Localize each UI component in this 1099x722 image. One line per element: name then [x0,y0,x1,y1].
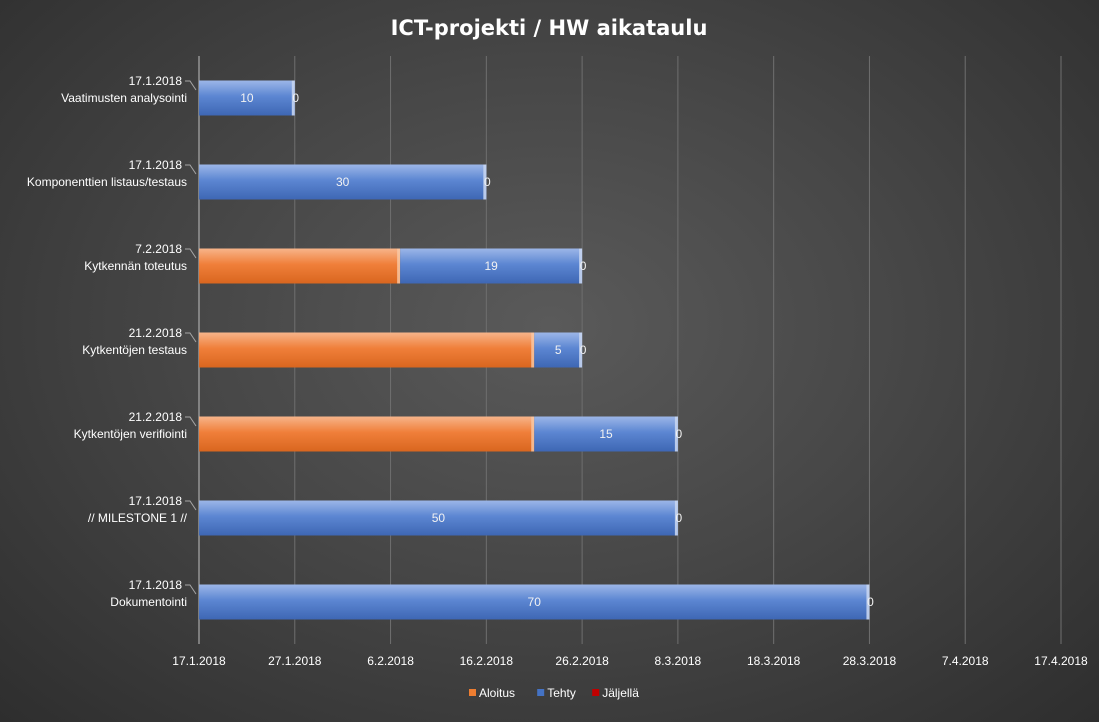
data-label-jaljella: 0 [580,343,587,357]
category-date-label: 21.2.2018 [129,326,183,340]
bar-aloitus-edge [397,248,401,284]
category-date-label: 17.1.2018 [129,158,183,172]
category-date-label: 17.1.2018 [129,74,183,88]
legend-label: Jäljellä [602,686,639,700]
data-label-tehty: 30 [336,175,350,189]
x-tick-label: 17.1.2018 [172,654,226,668]
category-name-label: // MILESTONE 1 // [88,511,188,525]
x-tick-label: 18.3.2018 [747,654,801,668]
bar-tehty [534,332,583,368]
label-leader-line [185,500,197,511]
category-date-label: 17.1.2018 [129,494,183,508]
bar-aloitus-edge [531,332,535,368]
bar-tehty-edge [866,584,870,620]
bar-tehty [199,500,678,536]
bar-aloitus [199,248,401,284]
bar-tehty [534,416,678,452]
x-tick-label: 7.4.2018 [942,654,989,668]
category-date-label: 17.1.2018 [129,578,183,592]
bar-aloitus-edge [531,416,535,452]
data-label-tehty: 5 [555,343,562,357]
x-tick-label: 8.3.2018 [655,654,702,668]
data-label-tehty: 19 [484,259,498,273]
data-label-tehty: 15 [599,427,613,441]
bar-tehty-edge [483,164,487,200]
bar-tehty [199,584,870,620]
data-label-tehty: 70 [528,595,542,609]
category-name-label: Kytkentöjen verifiointi [74,427,187,441]
label-leader-line [185,584,197,595]
label-leader-line [185,416,197,427]
bar-tehty-edge [674,416,678,452]
data-label-jaljella: 0 [580,259,587,273]
category-labels: 17.1.2018 Vaatimusten analysointi 17.1.201… [27,74,197,609]
data-label-jaljella: 0 [292,91,299,105]
data-label-jaljella: 0 [867,595,874,609]
x-tick-label: 16.2.2018 [460,654,514,668]
x-axis-ticks: 17.1.2018 27.1.2018 6.2.2018 16.2.2018 26.2.… [172,654,1088,668]
category-name-label: Kytkennän toteutus [84,259,187,273]
legend-swatch [537,689,545,696]
category-date-label: 7.2.2018 [135,242,182,256]
category-name-label: Komponenttien listaus/testaus [27,175,187,189]
bar-aloitus [199,416,535,452]
bar-tehty-edge [291,80,295,116]
data-label-jaljella: 0 [676,427,683,441]
legend-label: Aloitus [479,686,515,700]
legend-swatch [592,689,600,696]
data-label-tehty: 10 [240,91,254,105]
bar-tehty [199,80,295,116]
x-tick-label: 26.2.2018 [555,654,609,668]
bar-tehty [199,164,487,200]
legend-label: Tehty [547,686,576,700]
data-label-jaljella: 0 [676,511,683,525]
category-name-label: Dokumentointi [110,595,187,609]
bar-tehty [400,248,583,284]
data-label-tehty: 50 [432,511,446,525]
category-name-label: Vaatimusten analysointi [61,91,187,105]
chart-title: ICT-projekti / HW aikataulu [391,16,708,40]
label-leader-line [185,248,197,259]
x-tick-label: 28.3.2018 [843,654,897,668]
bar-tehty-edge [579,332,583,368]
label-leader-line [185,80,197,91]
legend-swatch [469,689,476,696]
category-name-label: Kytkentöjen testaus [82,343,187,357]
x-tick-label: 6.2.2018 [367,654,414,668]
x-tick-label: 27.1.2018 [268,654,322,668]
label-leader-line [185,332,197,343]
data-label-jaljella: 0 [484,175,491,189]
bars: 10 030 019 05 015 050 070 0 [199,80,874,620]
legend: Aloitus Tehty Jäljellä [469,686,639,700]
label-leader-line [185,164,197,175]
bar-tehty-edge [579,248,583,284]
bar-tehty-edge [674,500,678,536]
category-date-label: 21.2.2018 [129,410,183,424]
x-tick-label: 17.4.2018 [1034,654,1088,668]
bar-aloitus [199,332,535,368]
